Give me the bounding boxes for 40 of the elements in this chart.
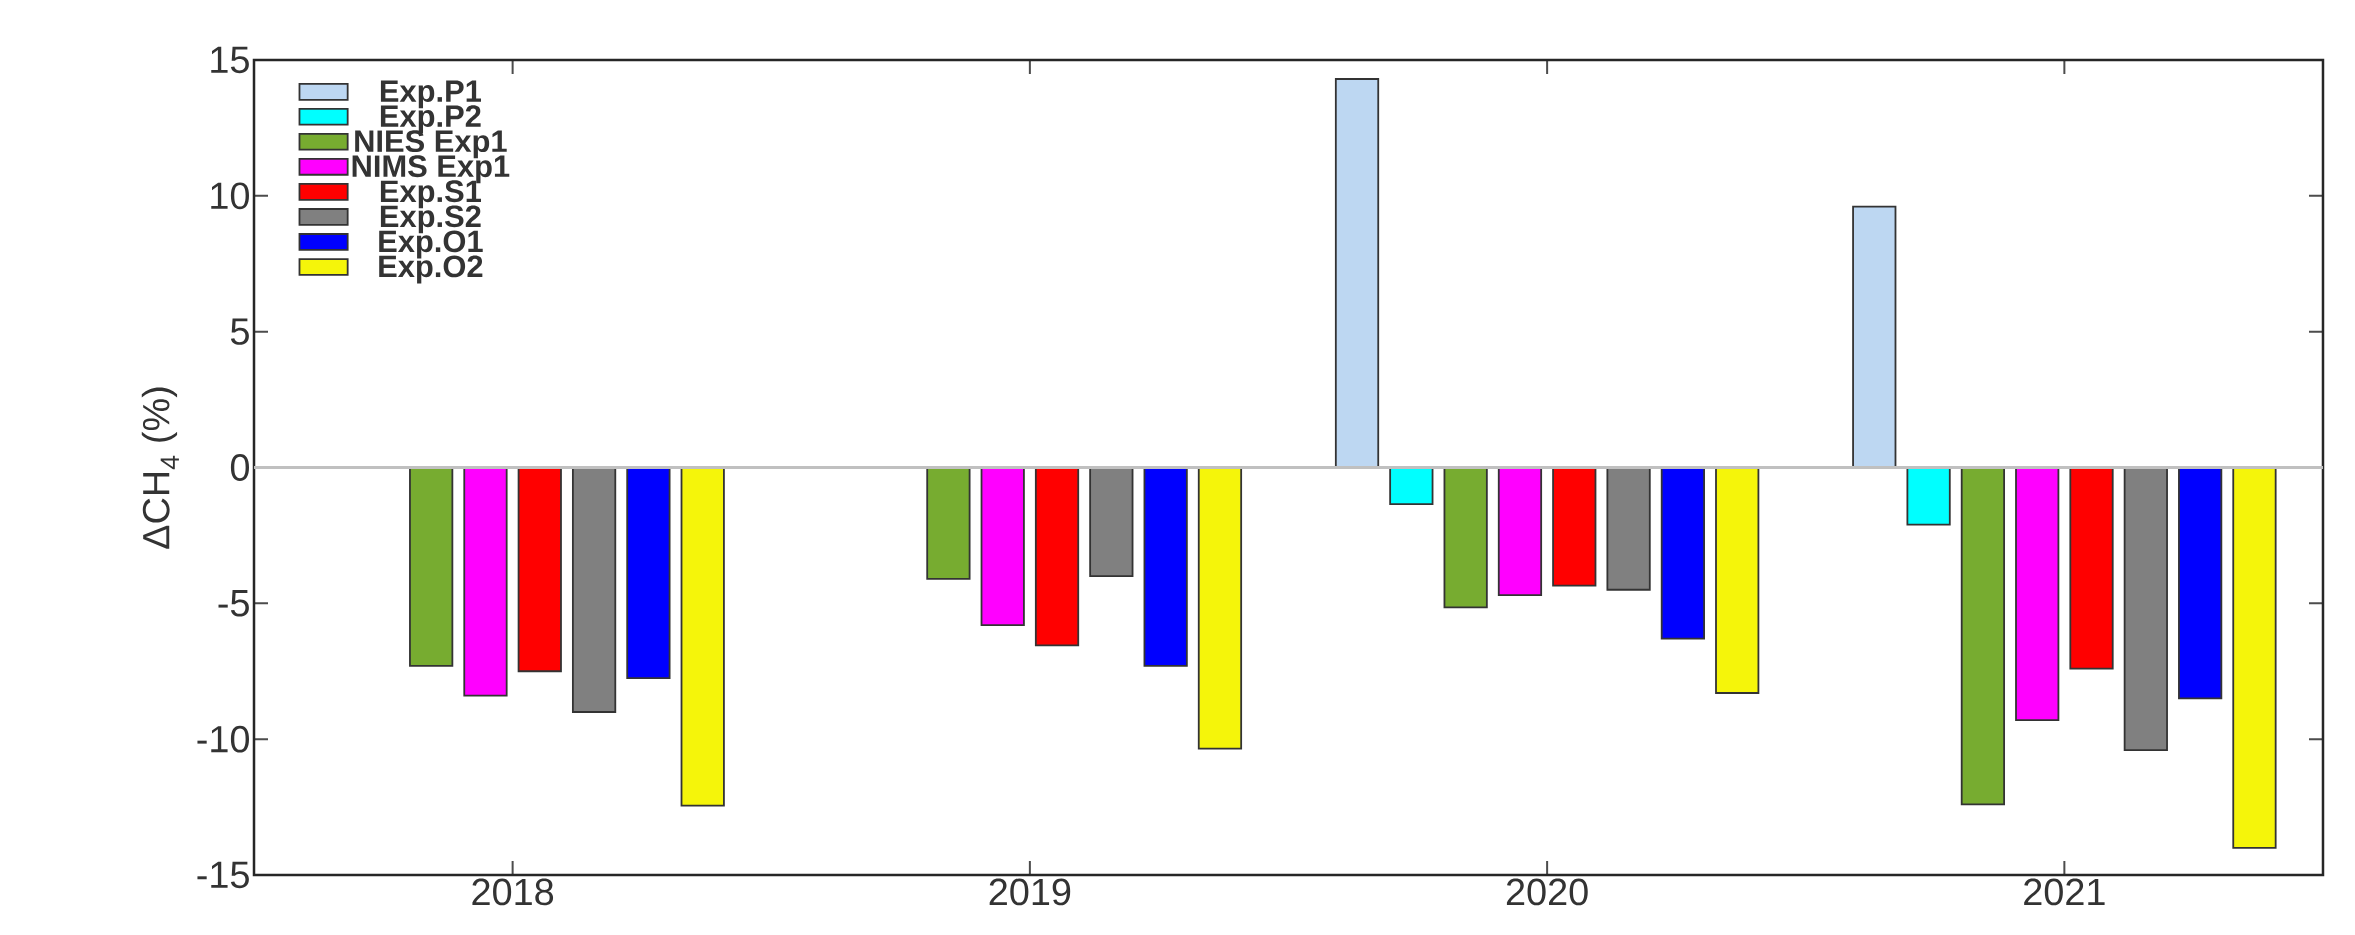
y-tick-label: -5 xyxy=(218,590,249,617)
bar xyxy=(980,466,1025,626)
bar xyxy=(1334,78,1380,469)
bar xyxy=(571,466,617,713)
x-tick-label: 2019 xyxy=(989,878,1071,906)
bar xyxy=(680,466,725,807)
bar xyxy=(2015,466,2060,722)
bar xyxy=(626,466,671,679)
bar xyxy=(2123,466,2168,751)
x-tick-label: 2020 xyxy=(1506,878,1588,906)
bar xyxy=(1143,466,1188,667)
bar xyxy=(1715,466,1760,694)
bar xyxy=(926,466,971,580)
bar xyxy=(1552,466,1597,587)
y-tick-label: -15 xyxy=(197,861,249,889)
bar xyxy=(2178,466,2223,700)
bar xyxy=(1660,466,1706,640)
y-tick-label: 15 xyxy=(211,46,249,74)
bar xyxy=(463,466,508,697)
y-tick-label: 5 xyxy=(230,318,249,345)
bar xyxy=(1497,466,1543,597)
bar xyxy=(1906,466,1951,526)
bar xyxy=(1389,466,1434,506)
bar xyxy=(1852,205,1897,469)
bar xyxy=(1606,466,1651,591)
bar xyxy=(2069,466,2114,670)
bar xyxy=(2232,466,2277,849)
y-axis-title: ΔCH$_{4}$ (%) xyxy=(141,387,179,549)
bar xyxy=(409,466,454,667)
bar xyxy=(1443,466,1488,609)
bar xyxy=(1034,466,1080,647)
y-tick-label: 10 xyxy=(211,182,249,210)
x-tick-label: 2018 xyxy=(472,878,554,906)
bar xyxy=(1197,466,1243,750)
bar xyxy=(517,466,562,673)
y-tick-label: -10 xyxy=(197,725,249,753)
x-tick-label: 2021 xyxy=(2024,878,2105,906)
bar xyxy=(1960,466,2006,806)
y-tick-label: 0 xyxy=(230,454,250,481)
bar xyxy=(1089,466,1134,578)
